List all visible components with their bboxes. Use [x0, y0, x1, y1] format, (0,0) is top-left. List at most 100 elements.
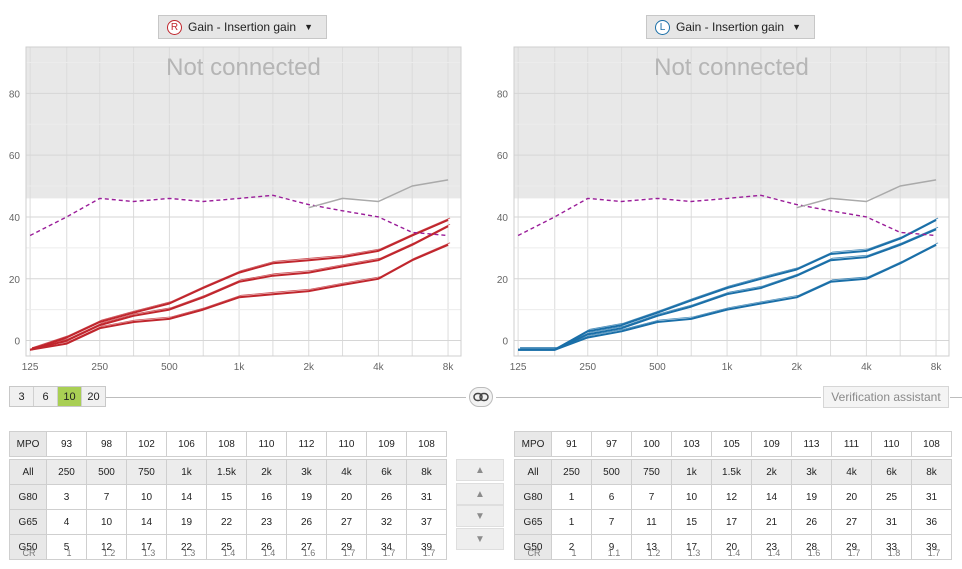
gain-cell[interactable]: 2k [246, 459, 287, 485]
gain-cell[interactable]: 10 [126, 484, 167, 510]
gain-cell[interactable]: 250 [46, 459, 87, 485]
gain-cell[interactable]: 23 [246, 509, 287, 535]
level-button-20[interactable]: 20 [87, 390, 100, 403]
gain-cell[interactable]: 6k [871, 459, 912, 485]
gain-cell[interactable]: 17 [671, 534, 712, 560]
gain-cell[interactable]: 14 [751, 484, 792, 510]
gain-cell[interactable]: 8k [911, 459, 952, 485]
gain-cell[interactable]: 26 [286, 509, 327, 535]
gain-cell[interactable]: 750 [631, 459, 672, 485]
gain-cell[interactable]: 103 [671, 431, 712, 457]
gain-cell[interactable]: 3k [791, 459, 832, 485]
gain-cell[interactable]: 26 [246, 534, 287, 560]
gain-cell[interactable]: 106 [166, 431, 207, 457]
gain-cell[interactable]: 2 [551, 534, 592, 560]
gain-cell[interactable]: 1 [551, 509, 592, 535]
gain-cell[interactable]: 100 [631, 431, 672, 457]
level-button-3[interactable]: 3 [10, 387, 34, 406]
gain-cell[interactable]: 102 [126, 431, 167, 457]
gain-cell[interactable]: 109 [366, 431, 407, 457]
gain-cell[interactable]: 39 [911, 534, 952, 560]
gain-cell[interactable]: 23 [751, 534, 792, 560]
gain-cell[interactable]: 31 [911, 484, 952, 510]
gain-cell[interactable]: 750 [126, 459, 167, 485]
gain-cell[interactable]: 25 [206, 534, 247, 560]
gain-cell[interactable]: 25 [871, 484, 912, 510]
gain-cell[interactable]: 110 [326, 431, 367, 457]
gain-cell[interactable]: 22 [166, 534, 207, 560]
gain-cell[interactable]: 1 [551, 484, 592, 510]
gain-cell[interactable]: 20 [831, 484, 872, 510]
gain-cell[interactable]: 110 [246, 431, 287, 457]
gain-cell[interactable]: 19 [791, 484, 832, 510]
gain-cell[interactable]: 19 [166, 509, 207, 535]
gain-cell[interactable]: 16 [246, 484, 287, 510]
gain-cell[interactable]: 22 [206, 509, 247, 535]
gain-cell[interactable]: 112 [286, 431, 327, 457]
gain-cell[interactable]: 111 [831, 431, 872, 457]
level-button-6[interactable]: 6 [34, 387, 58, 406]
gain-cell[interactable]: 29 [326, 534, 367, 560]
gain-cell[interactable]: 108 [406, 431, 447, 457]
gain-cell[interactable]: 10 [671, 484, 712, 510]
gain-cell[interactable]: 26 [366, 484, 407, 510]
gain-cell[interactable]: 7 [631, 484, 672, 510]
gain-cell[interactable]: 11 [631, 509, 672, 535]
gain-cell[interactable]: 109 [751, 431, 792, 457]
gain-cell[interactable]: 13 [631, 534, 672, 560]
gain-cell[interactable]: 93 [46, 431, 87, 457]
gain-cell[interactable]: 500 [86, 459, 127, 485]
gain-cell[interactable]: 108 [206, 431, 247, 457]
gain-cell[interactable]: 28 [791, 534, 832, 560]
gain-cell[interactable]: 105 [711, 431, 752, 457]
verification-assistant-button[interactable]: Verification assistant [823, 386, 949, 408]
gain-cell[interactable]: 17 [711, 509, 752, 535]
left-ear-view-dropdown[interactable]: L Gain - Insertion gain ▼ [646, 15, 815, 39]
gain-cell[interactable]: 250 [551, 459, 592, 485]
gain-cell[interactable]: 37 [406, 509, 447, 535]
gain-cell[interactable]: 20 [326, 484, 367, 510]
increase-button[interactable]: ▲ [456, 483, 504, 505]
gain-cell[interactable]: 15 [206, 484, 247, 510]
gain-cell[interactable]: 12 [86, 534, 127, 560]
gain-cell[interactable]: 34 [366, 534, 407, 560]
gain-cell[interactable]: 31 [871, 509, 912, 535]
gain-cell[interactable]: 97 [591, 431, 632, 457]
gain-cell[interactable]: 5 [46, 534, 87, 560]
gain-cell[interactable]: 1.5k [206, 459, 247, 485]
gain-cell[interactable]: 33 [871, 534, 912, 560]
link-ears-button[interactable] [469, 387, 493, 407]
gain-cell[interactable]: 91 [551, 431, 592, 457]
gain-cell[interactable]: 20 [711, 534, 752, 560]
right-gain-graph[interactable]: 0 20 40 60 80 125 250 500 1k 2k 4k 8k Not connected [0, 40, 481, 385]
gain-cell[interactable]: 7 [591, 509, 632, 535]
gain-cell[interactable]: 8k [406, 459, 447, 485]
gain-cell[interactable]: 14 [126, 509, 167, 535]
level-button-10[interactable]: 10 [58, 387, 82, 406]
gain-cell[interactable]: 500 [591, 459, 632, 485]
gain-cell[interactable]: 1k [166, 459, 207, 485]
gain-cell[interactable]: 2k [751, 459, 792, 485]
gain-cell[interactable]: 4k [831, 459, 872, 485]
gain-cell[interactable]: 10 [86, 509, 127, 535]
gain-cell[interactable]: 14 [166, 484, 207, 510]
gain-cell[interactable]: 39 [406, 534, 447, 560]
gain-cell[interactable]: 98 [86, 431, 127, 457]
gain-cell[interactable]: 3 [46, 484, 87, 510]
gain-cell[interactable]: 32 [366, 509, 407, 535]
gain-cell[interactable]: 36 [911, 509, 952, 535]
gain-cell[interactable]: 27 [831, 509, 872, 535]
gain-cell[interactable]: 21 [751, 509, 792, 535]
decrease-button[interactable]: ▼ [456, 505, 504, 527]
gain-cell[interactable]: 27 [326, 509, 367, 535]
gain-cell[interactable]: 31 [406, 484, 447, 510]
right-ear-view-dropdown[interactable]: R Gain - Insertion gain ▼ [158, 15, 327, 39]
gain-cell[interactable]: 113 [791, 431, 832, 457]
increase-all-button[interactable]: ▲ [456, 459, 504, 481]
decrease-all-button[interactable]: ▼ [456, 528, 504, 550]
gain-cell[interactable]: 1k [671, 459, 712, 485]
gain-cell[interactable]: 9 [591, 534, 632, 560]
gain-cell[interactable]: 3k [286, 459, 327, 485]
gain-cell[interactable]: 4k [326, 459, 367, 485]
gain-cell[interactable]: 15 [671, 509, 712, 535]
